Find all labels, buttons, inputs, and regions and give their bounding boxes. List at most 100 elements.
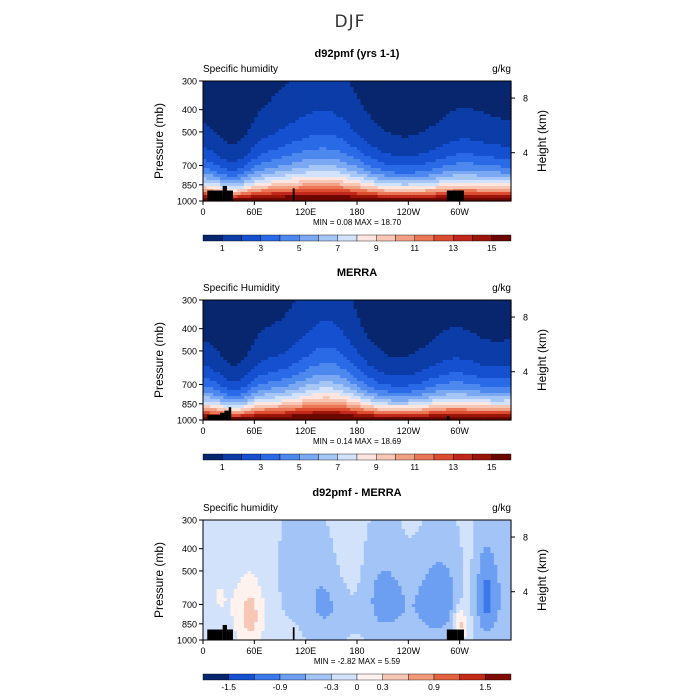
heatmap-cell [363, 111, 368, 115]
heatmap-cell [346, 81, 351, 85]
heatmap-cell [226, 96, 231, 100]
heatmap-cell [377, 183, 382, 187]
heatmap-cell [346, 135, 351, 139]
heatmap-cell [401, 144, 406, 148]
heatmap-cell [339, 159, 344, 163]
heatmap-cell [339, 171, 344, 175]
heatmap-cell [209, 186, 214, 190]
heatmap-cell [326, 111, 331, 115]
heatmap-cell [363, 93, 368, 97]
heatmap-cell [384, 189, 389, 193]
heatmap-cell [206, 120, 211, 124]
colorbar-label: 11 [410, 243, 419, 253]
heatmap-cell [305, 102, 310, 106]
heatmap-cell [237, 132, 242, 136]
heatmap-cell [360, 81, 365, 85]
heatmap-cell [274, 135, 279, 139]
heatmap-cell [233, 129, 238, 133]
heatmap-cell [288, 195, 293, 199]
heatmap-cell [339, 138, 344, 142]
heatmap-cell [233, 198, 238, 202]
heatmap-cell [264, 195, 269, 199]
heatmap-cell [278, 171, 283, 175]
heatmap-cell [387, 105, 392, 109]
heatmap-cell [271, 162, 276, 166]
heatmap-cell [278, 111, 283, 115]
heatmap-cell [295, 180, 300, 184]
heatmap-cell [398, 150, 403, 154]
heatmap-cell [240, 135, 245, 139]
heatmap-cell [394, 186, 399, 190]
heatmap-cell [209, 102, 214, 106]
heatmap-cell [278, 84, 283, 88]
heatmap-cell [398, 171, 403, 175]
heatmap-cell [319, 105, 324, 109]
heatmap-cell [377, 111, 382, 115]
heatmap-cell [343, 123, 348, 127]
heatmap-cell [374, 174, 379, 178]
heatmap-cell [408, 195, 413, 199]
heatmap-cell [291, 156, 296, 160]
heatmap-cell [428, 144, 433, 148]
heatmap-cell [353, 156, 358, 160]
heatmap-cell [247, 147, 252, 151]
heatmap-cell [261, 189, 266, 193]
heatmap-cell [370, 120, 375, 124]
heatmap-cell [298, 111, 303, 115]
heatmap-cell [391, 180, 396, 184]
heatmap-cell [401, 84, 406, 88]
heatmap-cell [411, 102, 416, 106]
heatmap-cell [237, 102, 242, 106]
heatmap-cell [428, 180, 433, 184]
heatmap-cell [233, 117, 238, 121]
heatmap-cell [305, 111, 310, 115]
heatmap-cell [322, 177, 327, 181]
heatmap-cell [401, 162, 406, 166]
heatmap-cell [360, 174, 365, 178]
heatmap-cell [233, 132, 238, 136]
heatmap-cell [244, 84, 249, 88]
heatmap-cell [425, 105, 430, 109]
heatmap-cell [226, 162, 231, 166]
heatmap-cell [394, 162, 399, 166]
heatmap-cell [339, 81, 344, 85]
heatmap-cell [298, 90, 303, 94]
heatmap-cell [240, 120, 245, 124]
heatmap-cell [305, 108, 310, 112]
heatmap-cell [353, 138, 358, 142]
heatmap-cell [394, 180, 399, 184]
heatmap-cell [415, 153, 420, 157]
heatmap-cell [418, 117, 423, 121]
heatmap-cell [387, 93, 392, 97]
heatmap-cell [302, 99, 307, 103]
heatmap-cell [261, 108, 266, 112]
heatmap-cell [257, 180, 262, 184]
heatmap-cell [315, 114, 320, 118]
heatmap-cell [274, 87, 279, 91]
heatmap-cell [305, 114, 310, 118]
heatmap-cell [268, 192, 273, 196]
heatmap-cell [387, 123, 392, 127]
heatmap-cell [398, 90, 403, 94]
heatmap-cell [367, 174, 372, 178]
heatmap-cell [237, 168, 242, 172]
heatmap-cell [291, 183, 296, 187]
heatmap-cell [350, 147, 355, 151]
heatmap-cell [353, 111, 358, 115]
heatmap-cell [357, 147, 362, 151]
heatmap-cell [380, 198, 385, 202]
heatmap-cell [254, 150, 259, 154]
heatmap-cell [367, 111, 372, 115]
heatmap-cell [302, 168, 307, 172]
heatmap-cell [326, 108, 331, 112]
heatmap-cell [346, 159, 351, 163]
heatmap-cell [237, 87, 242, 91]
heatmap-cell [377, 150, 382, 154]
heatmap-cell [333, 114, 338, 118]
heatmap-cell [411, 105, 416, 109]
heatmap-cell [305, 147, 310, 151]
heatmap-cell [428, 138, 433, 142]
heatmap-cell [422, 171, 427, 175]
heatmap-cell [336, 90, 341, 94]
heatmap-cell [408, 132, 413, 136]
